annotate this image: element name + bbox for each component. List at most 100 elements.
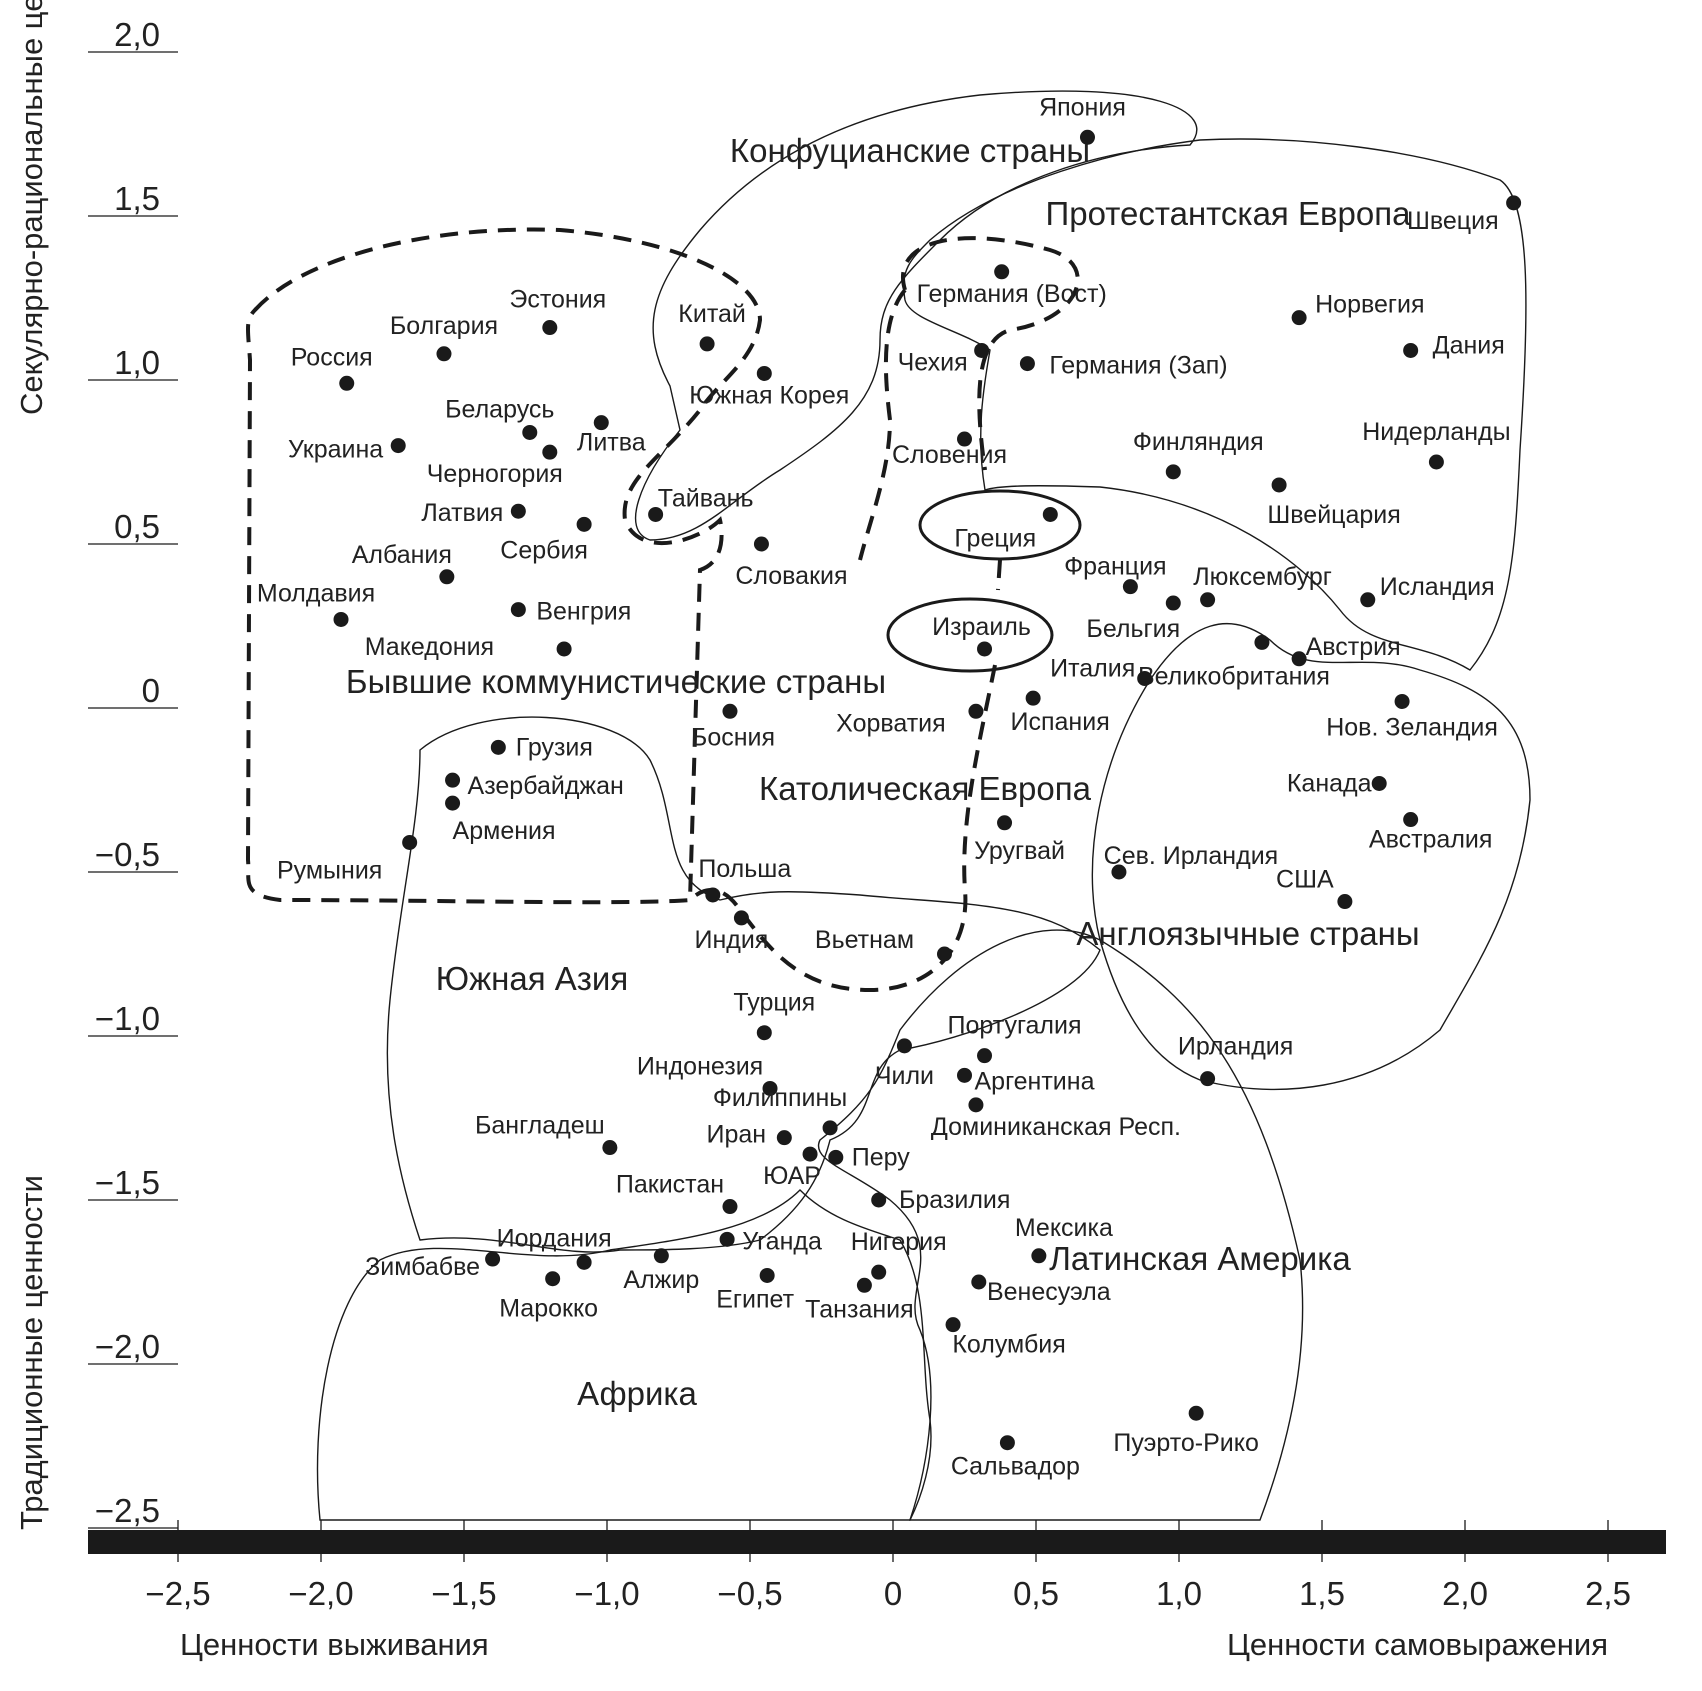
point-Зимбабве-marker[interactable] <box>485 1251 501 1267</box>
point-Китай-marker[interactable] <box>699 336 715 352</box>
catholic-europe-boundary[interactable] <box>858 236 1080 561</box>
point-Болгария-marker[interactable] <box>436 346 452 362</box>
point-Канада-label: Канада <box>1287 769 1372 797</box>
point-Турция-marker[interactable] <box>756 1025 772 1041</box>
y-tick-label: 0 <box>142 672 160 709</box>
point-Великобритания-marker[interactable] <box>1254 634 1270 650</box>
point-Россия-marker[interactable] <box>339 375 355 391</box>
point-Чили-marker[interactable] <box>896 1038 912 1054</box>
point-Италия-marker[interactable] <box>1137 670 1153 686</box>
point-Япония-marker[interactable] <box>1079 129 1095 145</box>
point-Израиль-marker[interactable] <box>977 641 993 657</box>
point-Сальвадор-marker[interactable] <box>999 1435 1015 1451</box>
point-Танзания-marker[interactable] <box>856 1277 872 1293</box>
point-Мексика-marker[interactable] <box>1031 1248 1047 1264</box>
greece-israel-link[interactable] <box>688 559 1002 993</box>
point-Южная-Корея-marker[interactable] <box>756 365 772 381</box>
point-Финляндия-marker[interactable] <box>1165 464 1181 480</box>
point-Нигерия-marker[interactable] <box>871 1264 887 1280</box>
group-labels: Конфуцианские страны Протестантская Евро… <box>346 132 1420 1412</box>
point-Албания-marker[interactable] <box>439 569 455 585</box>
point-Вьетнам-marker[interactable] <box>936 946 952 962</box>
point-Польша-marker[interactable] <box>705 887 721 903</box>
point-Уганда-marker[interactable] <box>719 1231 735 1247</box>
point-Азербайджан-marker[interactable] <box>445 772 461 788</box>
point-Эстония-marker[interactable] <box>542 320 558 336</box>
point-Австралия-marker[interactable] <box>1403 812 1419 828</box>
point-Аргентина-marker[interactable] <box>957 1067 972 1083</box>
x-tick-label: 2,0 <box>1442 1575 1488 1612</box>
point-Румыния-marker[interactable] <box>402 834 418 850</box>
x-tick-label: −2,0 <box>288 1575 353 1612</box>
point-Пакистан-marker[interactable] <box>722 1199 738 1215</box>
point-Дания-marker[interactable] <box>1403 342 1419 358</box>
point-Бельгия-marker[interactable] <box>1165 595 1181 611</box>
point-Уругвай-marker[interactable] <box>997 815 1013 831</box>
point-Швейцария-marker[interactable] <box>1271 477 1287 493</box>
point-Нов-Зеландия-marker[interactable] <box>1394 693 1410 709</box>
country-points: Япония Швеция Германия (Вост) Норвегия Дания… <box>257 93 1522 1481</box>
point-Бразилия-marker[interactable] <box>871 1192 887 1208</box>
point-Черногория-marker[interactable] <box>542 444 558 460</box>
point-Хорватия-marker[interactable] <box>968 703 984 719</box>
point-Молдавия-marker[interactable] <box>333 611 349 627</box>
point-Индия-marker[interactable] <box>733 910 749 926</box>
point-Венесуэла-marker[interactable] <box>971 1274 987 1290</box>
point-Пуэрто-Рико-marker[interactable] <box>1188 1405 1204 1421</box>
point-США-marker[interactable] <box>1337 894 1353 910</box>
point-Исландия-marker[interactable] <box>1360 592 1376 608</box>
point-Ирландия-marker[interactable] <box>1200 1071 1216 1087</box>
x-tick-label: 0,5 <box>1013 1575 1059 1612</box>
point-Македония-marker[interactable] <box>556 641 572 657</box>
point-Германия-Вост-label: Германия (Вост) <box>917 280 1107 308</box>
point-Швейцария-label: Швейцария <box>1267 501 1400 529</box>
point-ЮАР-marker[interactable] <box>802 1146 818 1162</box>
point-Франция-marker[interactable] <box>1122 579 1138 595</box>
point-Филиппины-marker[interactable] <box>822 1120 838 1136</box>
point-Грузия-marker[interactable] <box>490 739 506 755</box>
point-Армения-marker[interactable] <box>445 795 461 811</box>
point-Испания-marker[interactable] <box>1025 690 1041 706</box>
point-Египет-marker[interactable] <box>759 1267 775 1283</box>
point-Нидерланды-marker[interactable] <box>1428 454 1444 470</box>
greece-ellipse[interactable] <box>918 489 1082 561</box>
point-Греция-marker[interactable] <box>1042 506 1058 522</box>
point-Бангладеш-marker[interactable] <box>602 1140 618 1156</box>
point-Сев-Ирландия-marker[interactable] <box>1111 864 1127 880</box>
point-Швеция-marker[interactable] <box>1506 195 1522 211</box>
point-Германия-Вост-marker[interactable] <box>994 264 1010 280</box>
point-Германия-Зап-marker[interactable] <box>1019 356 1035 372</box>
point-Босния-marker[interactable] <box>722 703 738 719</box>
point-Филиппины-label: Филиппины <box>713 1084 847 1112</box>
point-Доминиканская-Респ-marker[interactable] <box>968 1097 984 1113</box>
point-Венгрия-marker[interactable] <box>510 602 526 618</box>
point-Тайвань-marker[interactable] <box>648 506 664 522</box>
point-Словакия-marker[interactable] <box>753 536 769 552</box>
point-Индонезия-marker[interactable] <box>762 1080 778 1096</box>
point-Словения-marker[interactable] <box>957 431 972 447</box>
point-Албания-label: Албания <box>352 541 452 569</box>
point-Иран-marker[interactable] <box>776 1130 792 1146</box>
point-Австрия-marker[interactable] <box>1291 651 1307 667</box>
point-Иордания-marker[interactable] <box>576 1254 592 1270</box>
point-Черногория-label: Черногория <box>427 460 563 488</box>
point-Беларусь-marker[interactable] <box>522 424 538 440</box>
point-Люксембург-marker[interactable] <box>1200 592 1216 608</box>
point-Сербия-marker[interactable] <box>576 516 592 532</box>
point-Марокко-marker[interactable] <box>545 1271 561 1287</box>
ex-communist-boundary[interactable] <box>245 227 763 905</box>
point-Чехия-marker[interactable] <box>974 342 990 358</box>
point-Канада-marker[interactable] <box>1371 775 1387 791</box>
point-Латвия-marker[interactable] <box>510 503 526 519</box>
point-Перу-marker[interactable] <box>828 1149 844 1165</box>
point-Колумбия-marker[interactable] <box>945 1317 961 1333</box>
group-boundaries <box>245 90 1531 1521</box>
point-Норвегия-marker[interactable] <box>1291 310 1307 326</box>
point-Алжир-marker[interactable] <box>653 1248 669 1264</box>
point-Литва-marker[interactable] <box>593 415 609 431</box>
point-Испания-label: Испания <box>1011 708 1110 736</box>
point-Португалия-marker[interactable] <box>977 1048 993 1064</box>
israel-ellipse[interactable] <box>886 597 1054 673</box>
point-Украина-marker[interactable] <box>390 438 406 454</box>
y-axis: 2,0 1,5 1,0 0,5 0 −0,5 −1,0 −1,5 −2,0 −2,5 <box>88 16 178 1529</box>
